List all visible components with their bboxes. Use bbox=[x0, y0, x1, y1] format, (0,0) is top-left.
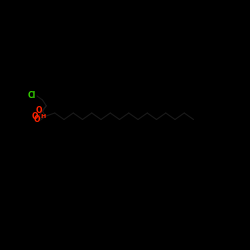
Text: O: O bbox=[33, 116, 40, 124]
Text: O: O bbox=[36, 106, 42, 115]
Text: H: H bbox=[40, 114, 46, 119]
Text: Cl: Cl bbox=[28, 91, 36, 100]
Text: O: O bbox=[32, 112, 38, 121]
